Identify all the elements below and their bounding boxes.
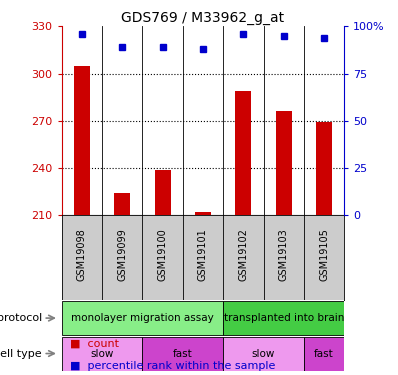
Text: protocol: protocol (0, 313, 42, 323)
Bar (195, 212, 211, 215)
Text: GSM19105: GSM19105 (319, 228, 329, 281)
Bar (316, 122, 332, 215)
Text: fast: fast (314, 348, 334, 358)
Bar (154, 170, 171, 215)
Text: GSM19100: GSM19100 (158, 228, 168, 281)
Text: fast: fast (173, 348, 193, 358)
Text: GSM19098: GSM19098 (77, 228, 87, 281)
Bar (74, 66, 90, 215)
Text: slow: slow (90, 348, 114, 358)
Bar (62, 301, 223, 335)
Text: GSM19099: GSM19099 (117, 228, 127, 281)
Text: GSM19101: GSM19101 (198, 228, 208, 281)
Text: slow: slow (252, 348, 275, 358)
Text: cell type: cell type (0, 348, 42, 358)
Text: transplanted into brain: transplanted into brain (224, 313, 344, 323)
Bar (142, 336, 223, 370)
Text: GSM19102: GSM19102 (238, 228, 248, 281)
Bar (114, 193, 130, 215)
Bar (276, 111, 292, 215)
Title: GDS769 / M33962_g_at: GDS769 / M33962_g_at (121, 11, 285, 25)
Bar (223, 301, 344, 335)
Bar (304, 336, 344, 370)
Text: GSM19103: GSM19103 (279, 228, 289, 281)
Text: monolayer migration assay: monolayer migration assay (71, 313, 214, 323)
Bar (235, 91, 252, 215)
Bar (223, 336, 304, 370)
Text: ■  count: ■ count (70, 339, 119, 349)
Text: ■  percentile rank within the sample: ■ percentile rank within the sample (70, 361, 275, 371)
Bar (62, 336, 142, 370)
